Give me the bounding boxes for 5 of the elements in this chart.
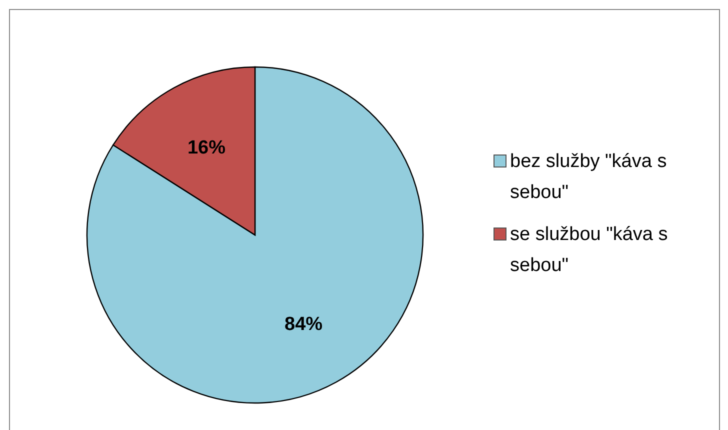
legend-label: se službou "káva s sebou" (510, 224, 668, 276)
data-label: 84% (284, 314, 323, 335)
legend-label: bez služby "káva s sebou" (510, 151, 667, 203)
pie-slice (86, 66, 424, 404)
data-label: 16% (187, 137, 226, 158)
